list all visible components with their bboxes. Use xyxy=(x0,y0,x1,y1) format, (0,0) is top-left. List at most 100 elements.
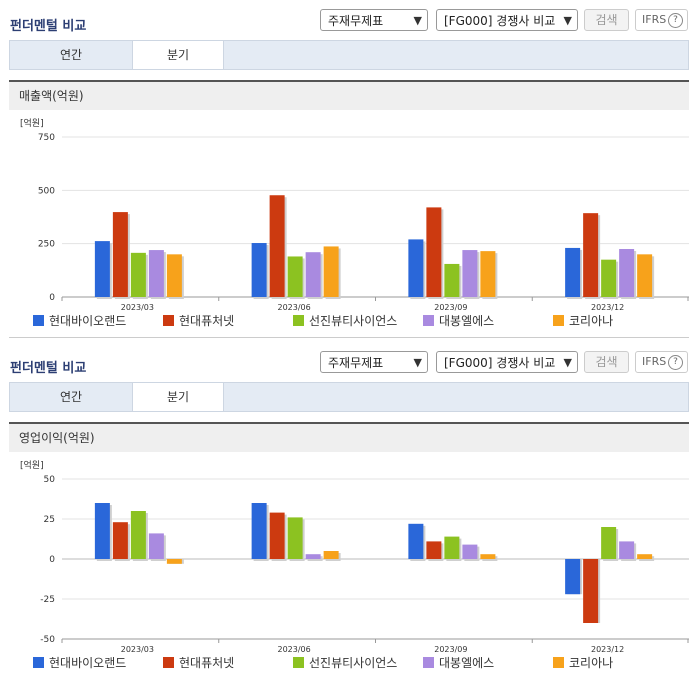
legend-item[interactable]: 대봉엘에스 xyxy=(423,655,494,671)
bar-5 xyxy=(480,554,496,559)
period-tabs: 연간 분기 xyxy=(9,40,689,70)
bar-2 xyxy=(269,195,285,297)
statement-select-value: 주재무제표 xyxy=(328,14,384,28)
legend-label: 코리아나 xyxy=(569,314,614,328)
x-tick-label: 2023/09 xyxy=(434,303,467,312)
bar-3 xyxy=(130,511,146,559)
bar-2 xyxy=(269,512,285,559)
legend-item[interactable]: 선진뷰티사이언스 xyxy=(293,313,397,329)
chart-legend: 현대바이오랜드 현대퓨처넷 선진뷰티사이언스 대봉엘에스 코리아나 xyxy=(9,655,689,675)
legend-label: 현대퓨처넷 xyxy=(179,314,235,328)
x-tick-label: 2023/12 xyxy=(591,645,624,654)
section-divider xyxy=(9,337,689,338)
bar-4 xyxy=(305,252,321,297)
bar-5 xyxy=(323,246,339,297)
legend-label: 현대바이오랜드 xyxy=(49,656,127,670)
y-tick-label: 0 xyxy=(49,555,55,565)
x-tick-label: 2023/06 xyxy=(278,645,311,654)
section-title: 펀더멘털 비교 xyxy=(10,361,87,376)
y-tick-label: 50 xyxy=(44,475,56,485)
compare-select[interactable]: [FG000] 경쟁사 비교 ▼ xyxy=(436,9,578,31)
search-button[interactable]: 검색 xyxy=(584,351,629,373)
search-button[interactable]: 검색 xyxy=(584,9,629,31)
compare-select[interactable]: [FG000] 경쟁사 비교 ▼ xyxy=(436,351,578,373)
statement-select[interactable]: 주재무제표 ▼ xyxy=(320,351,428,373)
chart-header: 영업이익(억원) xyxy=(9,422,689,452)
y-tick-label: -50 xyxy=(40,635,55,645)
fundamental-section-operating-profit: 펀더멘털 비교 주재무제표 ▼ [FG000] 경쟁사 비교 ▼ 검색 IFRS… xyxy=(0,342,696,684)
y-tick-label: 250 xyxy=(38,240,55,250)
legend-label: 선진뷰티사이언스 xyxy=(309,656,398,670)
legend-item[interactable]: 코리아나 xyxy=(553,655,613,671)
legend-swatch xyxy=(163,657,174,668)
legend-swatch xyxy=(293,657,304,668)
bar-3 xyxy=(130,252,146,297)
legend-item[interactable]: 현대바이오랜드 xyxy=(33,313,126,329)
legend-item[interactable]: 현대퓨처넷 xyxy=(163,313,234,329)
x-tick-label: 2023/03 xyxy=(121,645,154,654)
x-tick-label: 2023/06 xyxy=(278,303,311,312)
chevron-down-icon: ▼ xyxy=(413,356,422,369)
legend-swatch xyxy=(553,657,564,668)
chevron-down-icon: ▼ xyxy=(563,356,572,369)
bar-4 xyxy=(305,554,321,559)
legend-item[interactable]: 선진뷰티사이언스 xyxy=(293,655,397,671)
section-title: 펀더멘털 비교 xyxy=(10,19,87,34)
y-tick-label: 0 xyxy=(49,293,55,303)
legend-item[interactable]: 코리아나 xyxy=(553,313,613,329)
bar-1 xyxy=(565,247,581,297)
legend-item[interactable]: 현대바이오랜드 xyxy=(33,655,126,671)
bar-2 xyxy=(583,213,599,297)
bar-3 xyxy=(287,517,303,559)
legend-item[interactable]: 현대퓨처넷 xyxy=(163,655,234,671)
bar-5 xyxy=(323,551,339,559)
legend-swatch xyxy=(293,315,304,326)
chevron-down-icon: ▼ xyxy=(413,14,422,27)
bar-4 xyxy=(619,249,635,297)
legend-swatch xyxy=(163,315,174,326)
x-tick-label: 2023/03 xyxy=(121,303,154,312)
bar-1 xyxy=(251,243,267,297)
question-icon: ? xyxy=(668,355,683,370)
legend-swatch xyxy=(423,315,434,326)
bar-4 xyxy=(462,250,478,297)
bar-2 xyxy=(426,207,442,297)
x-tick-label: 2023/12 xyxy=(591,303,624,312)
unit-label: [억원] xyxy=(20,459,44,471)
ifrs-help-button[interactable]: IFRS ? xyxy=(635,9,688,31)
operating-profit-chart: [억원]50 25 0 -25 -50 2023/03 2023/06 2023/09 2023… xyxy=(20,459,689,654)
statement-select[interactable]: 주재무제표 ▼ xyxy=(320,9,428,31)
bar-2 xyxy=(112,522,128,559)
ifrs-label: IFRS xyxy=(642,13,667,26)
tab-quarterly[interactable]: 분기 xyxy=(132,382,224,411)
bar-5 xyxy=(637,254,653,297)
legend-swatch xyxy=(33,315,44,326)
ifrs-help-button[interactable]: IFRS ? xyxy=(635,351,688,373)
period-tabs: 연간 분기 xyxy=(9,382,689,412)
legend-item[interactable]: 대봉엘에스 xyxy=(423,313,494,329)
legend-label: 선진뷰티사이언스 xyxy=(309,314,398,328)
legend-swatch xyxy=(553,315,564,326)
tab-quarterly[interactable]: 분기 xyxy=(132,40,224,69)
unit-label: [억원] xyxy=(20,117,44,129)
compare-select-value: [FG000] 경쟁사 비교 xyxy=(444,14,556,28)
bar-4 xyxy=(619,541,635,559)
question-icon: ? xyxy=(668,13,683,28)
bar-3 xyxy=(444,536,460,559)
tab-annual[interactable]: 연간 xyxy=(59,390,83,404)
bar-2 xyxy=(426,541,442,559)
x-tick-label: 2023/09 xyxy=(434,645,467,654)
chart-header: 매출액(억원) xyxy=(9,80,689,110)
fundamental-section-revenue: 펀더멘털 비교 주재무제표 ▼ [FG000] 경쟁사 비교 ▼ 검색 IFRS… xyxy=(9,9,689,338)
y-tick-label: 500 xyxy=(38,186,55,196)
tab-annual[interactable]: 연간 xyxy=(59,48,83,62)
legend-label: 대봉엘에스 xyxy=(439,314,495,328)
y-tick-label: -25 xyxy=(40,595,55,605)
bar-5 xyxy=(637,554,653,559)
bar-2 xyxy=(583,559,599,623)
bar-5 xyxy=(166,254,182,297)
bar-1 xyxy=(94,241,110,297)
bar-1 xyxy=(565,559,581,595)
bar-4 xyxy=(148,533,164,559)
legend-label: 대봉엘에스 xyxy=(439,656,495,670)
